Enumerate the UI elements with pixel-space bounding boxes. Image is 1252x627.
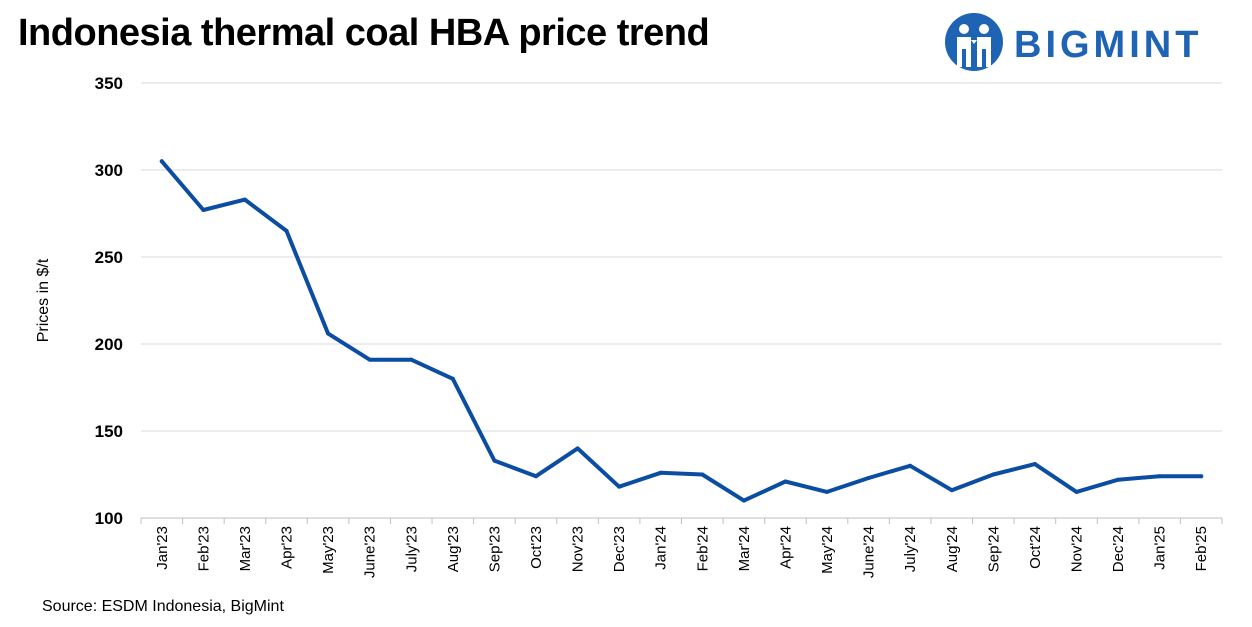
x-tick-label: July'23	[403, 526, 420, 572]
data-point	[409, 357, 414, 362]
x-tick-label: June'23	[362, 526, 379, 578]
x-tick-label: Sep'24	[985, 526, 1002, 572]
data-point	[866, 475, 871, 480]
x-tick-label: July'24	[902, 526, 919, 572]
data-point	[284, 228, 289, 233]
x-axis	[140, 517, 1223, 524]
x-tick-label: Apr'23	[279, 526, 296, 569]
x-tick-label: Feb'25	[1193, 526, 1210, 571]
y-axis-label: Prices in $/t	[35, 258, 52, 342]
data-point	[159, 159, 164, 164]
y-tick-label: 100	[95, 509, 123, 528]
chart-title: Indonesia thermal coal HBA price trend	[18, 12, 710, 54]
x-tick-label: Jan'23	[154, 526, 171, 570]
y-tick-label: 350	[95, 74, 123, 93]
x-tick-label: Jan'25	[1152, 526, 1169, 570]
x-tick-label: Oct'24	[1027, 526, 1044, 569]
x-tick-label: Feb'23	[195, 526, 212, 571]
x-tick-label: May'23	[320, 526, 337, 574]
data-point	[201, 208, 206, 213]
series-line	[159, 159, 1204, 503]
data-point	[450, 376, 455, 381]
x-tick-label: Aug'24	[944, 526, 961, 572]
data-point	[533, 474, 538, 479]
x-tick-label: Oct'23	[528, 526, 545, 569]
bigmint-logo: BIGMINT	[944, 12, 1240, 74]
x-tick-label: Apr'24	[777, 526, 794, 569]
y-tick-label: 200	[95, 335, 123, 354]
data-point	[367, 357, 372, 362]
data-point	[825, 489, 830, 494]
data-point	[949, 488, 954, 493]
x-tick-label: Jan'24	[653, 526, 670, 570]
data-point	[492, 458, 497, 463]
x-tick-label: Dec'24	[1110, 526, 1127, 572]
y-tick-label: 300	[95, 161, 123, 180]
y-tick-label: 250	[95, 248, 123, 267]
x-tick-label: Mar'23	[237, 526, 254, 571]
series-layer	[159, 159, 1204, 503]
data-point	[617, 484, 622, 489]
data-point	[1032, 462, 1037, 467]
x-tick-label: Sep'23	[486, 526, 503, 572]
data-point	[1199, 474, 1204, 479]
x-tick-label: Feb'24	[694, 526, 711, 571]
y-tick-label: 150	[95, 422, 123, 441]
data-point	[1074, 489, 1079, 494]
data-point	[1157, 474, 1162, 479]
data-point	[575, 446, 580, 451]
data-point	[1116, 477, 1121, 482]
x-tick-label: Aug'23	[445, 526, 462, 572]
data-point	[783, 479, 788, 484]
x-tick-label: May'24	[819, 526, 836, 574]
x-tick-label: Dec'23	[611, 526, 628, 572]
data-point	[700, 472, 705, 477]
data-point	[242, 197, 247, 202]
x-tick-label: Mar'24	[736, 526, 753, 571]
data-point	[908, 463, 913, 468]
bigmint-logo-icon	[945, 13, 1003, 71]
x-tick-label: June'24	[861, 526, 878, 578]
data-point	[991, 472, 996, 477]
bigmint-logo-text: BIGMINT	[1014, 24, 1203, 66]
grid-lines	[141, 82, 1222, 432]
data-point	[326, 331, 331, 336]
x-tick-label: Nov'23	[570, 526, 587, 572]
x-tick-label: Nov'24	[1068, 526, 1085, 572]
data-point	[741, 498, 746, 503]
data-point	[658, 470, 663, 475]
y-axis-ticks: 100 150 200 250 300 350	[95, 74, 123, 528]
source-note: Source: ESDM Indonesia, BigMint	[42, 598, 284, 615]
x-axis-ticks: Jan'23 Feb'23 Mar'23 Apr'23 May'23 June'23 Jul…	[154, 526, 1210, 578]
